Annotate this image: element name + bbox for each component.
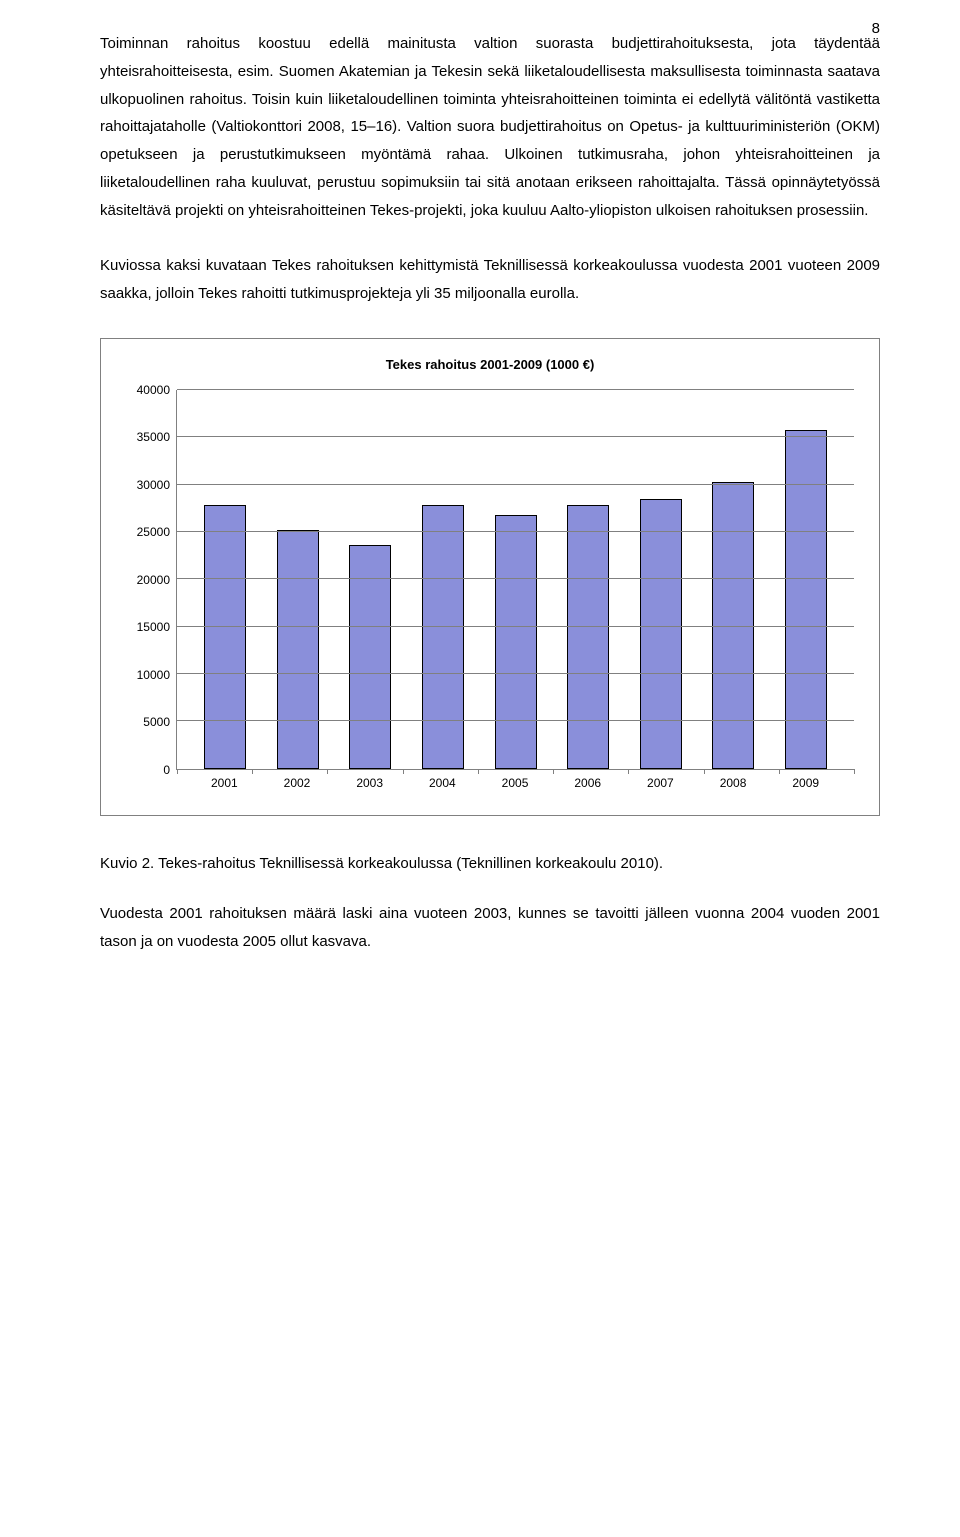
gridline [177, 673, 854, 674]
page-number: 8 [872, 20, 880, 37]
gridline [177, 436, 854, 437]
x-tick-mark [704, 769, 705, 774]
x-axis-label: 2005 [479, 776, 552, 790]
chart-container: Tekes rahoitus 2001-2009 (1000 €) 0 5000 1… [100, 338, 880, 816]
y-axis: 0500010000150002000025000300003500040000 [126, 390, 176, 770]
y-axis-tick: 30000 [126, 478, 170, 492]
x-axis-label: 2004 [406, 776, 479, 790]
y-axis-tick: 20000 [126, 573, 170, 587]
bar-slot [552, 390, 625, 769]
bar-slot [407, 390, 480, 769]
bar-slot [770, 390, 843, 769]
gridline [177, 531, 854, 532]
y-axis-tick: 35000 [126, 430, 170, 444]
x-tick-mark [628, 769, 629, 774]
x-axis-label: 2001 [188, 776, 261, 790]
bar-slot [189, 390, 262, 769]
bar-slot [479, 390, 552, 769]
bar [204, 505, 246, 768]
y-axis-tick: 25000 [126, 525, 170, 539]
x-axis-label: 2002 [261, 776, 334, 790]
chart-plot [176, 390, 854, 770]
y-axis-tick: 5000 [126, 715, 170, 729]
bar-slot [624, 390, 697, 769]
chart-bars [177, 390, 854, 769]
bar-slot [262, 390, 335, 769]
bar [785, 430, 827, 769]
body-paragraph-2: Kuviossa kaksi kuvataan Tekes rahoitukse… [100, 252, 880, 308]
x-tick-mark [403, 769, 404, 774]
x-axis-label: 2009 [769, 776, 842, 790]
x-axis-labels: 200120022003200420052006200720082009 [176, 770, 854, 790]
x-axis-label: 2006 [551, 776, 624, 790]
y-axis-tick: 40000 [126, 383, 170, 397]
gridline [177, 484, 854, 485]
bar [640, 499, 682, 769]
bar [422, 505, 464, 768]
gridline [177, 389, 854, 390]
bar-slot [334, 390, 407, 769]
bar [567, 505, 609, 768]
x-tick-mark [779, 769, 780, 774]
y-axis-tick: 15000 [126, 620, 170, 634]
y-axis-tick: 0 [126, 763, 170, 777]
chart-area: 0500010000150002000025000300003500040000 [126, 390, 854, 770]
body-paragraph-1: Toiminnan rahoitus koostuu edellä mainit… [100, 30, 880, 224]
x-axis-label: 2003 [333, 776, 406, 790]
bar-slot [697, 390, 770, 769]
x-tick-mark [478, 769, 479, 774]
x-axis-label: 2007 [624, 776, 697, 790]
x-tick-mark [252, 769, 253, 774]
gridline [177, 720, 854, 721]
x-tick-mark [553, 769, 554, 774]
gridline [177, 578, 854, 579]
body-paragraph-3: Vuodesta 2001 rahoituksen määrä laski ai… [100, 900, 880, 956]
y-axis-tick: 10000 [126, 668, 170, 682]
chart-title: Tekes rahoitus 2001-2009 (1000 €) [126, 357, 854, 372]
x-tick-mark [177, 769, 178, 774]
bar [277, 530, 319, 769]
figure-caption: Kuvio 2. Tekes-rahoitus Teknillisessä ko… [100, 851, 880, 877]
x-tick-mark [327, 769, 328, 774]
x-tick-mark [854, 769, 855, 774]
x-axis-label: 2008 [697, 776, 770, 790]
gridline [177, 626, 854, 627]
bar [495, 515, 537, 769]
